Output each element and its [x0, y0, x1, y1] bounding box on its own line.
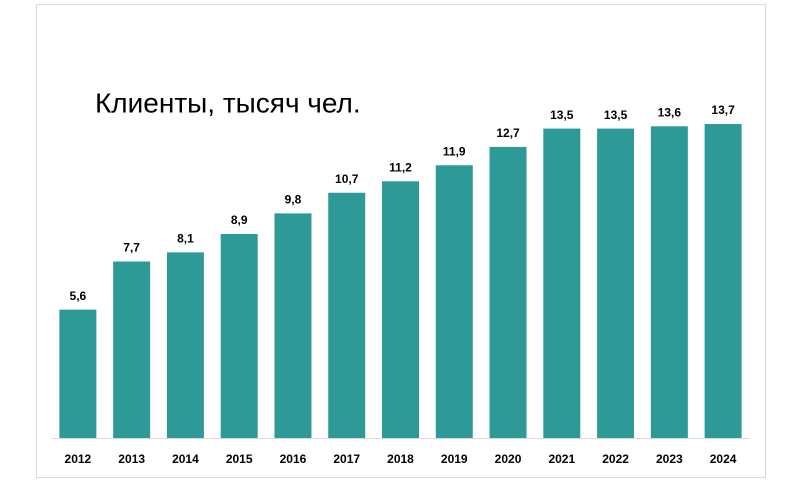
- value-label: 12,7: [496, 126, 520, 140]
- x-tick-label: 2014: [172, 452, 199, 466]
- bar: [166, 252, 204, 438]
- bar: [435, 165, 473, 438]
- x-tick-label: 2021: [548, 452, 575, 466]
- x-tick-label: 2013: [118, 452, 145, 466]
- bar: [650, 126, 688, 439]
- value-label: 13,6: [658, 105, 682, 119]
- bar: [489, 146, 527, 438]
- bar: [220, 234, 258, 438]
- x-tick-label: 2016: [280, 452, 307, 466]
- value-label: 13,5: [550, 108, 574, 122]
- bar: [328, 192, 366, 438]
- x-tick-label: 2019: [441, 452, 468, 466]
- x-tick-label: 2015: [226, 452, 253, 466]
- x-tick-label: 2020: [495, 452, 522, 466]
- value-label: 10,7: [335, 172, 359, 186]
- value-label: 13,5: [604, 108, 628, 122]
- value-label: 9,8: [285, 193, 302, 207]
- bar: [274, 213, 312, 438]
- value-label: 8,9: [231, 213, 248, 227]
- x-tick-label: 2024: [710, 452, 737, 466]
- bar: [113, 261, 151, 438]
- bar: [704, 124, 742, 438]
- x-tick-label: 2018: [387, 452, 414, 466]
- bar: [543, 128, 581, 439]
- x-tick-label: 2017: [333, 452, 360, 466]
- x-tick-label: 2012: [65, 452, 92, 466]
- x-tick-label: 2023: [656, 452, 683, 466]
- value-label: 5,6: [70, 289, 87, 303]
- value-label: 11,9: [443, 144, 466, 158]
- value-label: 7,7: [123, 241, 140, 255]
- value-label: 8,1: [177, 232, 194, 246]
- bar: [597, 128, 635, 439]
- bar: [59, 309, 97, 438]
- bar: [382, 181, 419, 439]
- value-label: 13,7: [711, 103, 735, 117]
- value-label: 11,2: [389, 160, 412, 174]
- chart-title: Клиенты, тысяч чел.: [95, 87, 361, 118]
- x-tick-label: 2022: [602, 452, 629, 466]
